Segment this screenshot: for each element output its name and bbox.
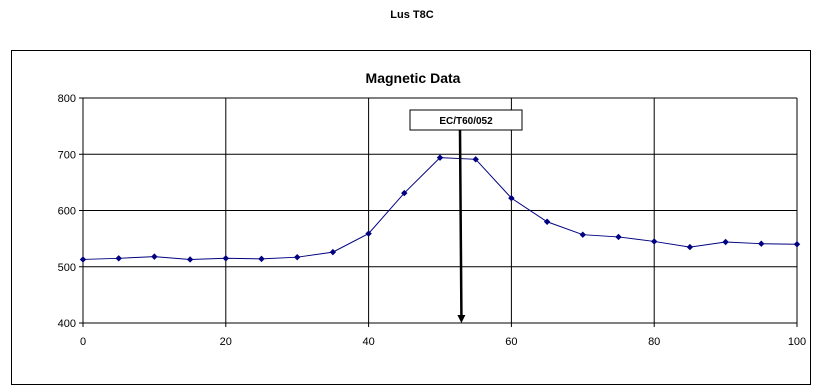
page-title: Lus T8C [390,9,434,21]
annotation-label: EC/T60/052 [439,116,493,127]
y-tick-label: 600 [58,206,76,218]
data-point-marker [186,256,194,263]
data-point-marker [294,253,301,261]
data-point-marker [258,255,265,263]
data-point-marker [758,240,765,247]
y-tick-label: 800 [58,93,76,105]
y-tick-label: 500 [58,262,76,274]
chart-title: Magnetic Data [366,70,461,86]
chart-frame [11,50,811,385]
data-point-marker [579,231,586,238]
annotation-box [409,109,523,131]
y-tick-label: 700 [58,149,76,161]
data-point-marker [508,194,515,202]
chart-grid [83,97,798,323]
annotation-arrow-head [457,315,466,323]
data-point-marker [651,238,658,245]
data-point-marker [686,243,694,251]
data-point-marker [793,241,801,248]
data-point-marker [115,255,122,262]
x-tick-label: 0 [80,336,86,348]
x-tick-label: 20 [220,336,232,348]
tick-labels: 400 500 600 700 800 0 20 40 60 80 100 [58,93,807,348]
chart-axes [79,97,798,327]
data-point-marker [401,189,408,197]
data-point-marker [79,256,87,263]
data-point-marker [436,154,444,161]
x-tick-label: 100 [788,336,806,348]
data-point-marker [472,156,479,163]
x-tick-label: 60 [505,336,517,348]
data-point-marker [329,248,337,256]
x-tick-label: 40 [362,336,374,348]
data-point-marker [543,218,551,225]
annotation-group: EC/T60/052 [409,109,523,323]
x-tick-label: 80 [648,336,660,348]
series-group [79,154,801,263]
data-point-marker [365,230,372,237]
data-point-marker [151,253,158,260]
data-point-marker [722,238,729,246]
data-point-marker [615,233,622,241]
y-tick-label: 400 [58,318,76,330]
annotation-arrow-shaft [458,129,463,318]
data-point-marker [222,255,229,262]
